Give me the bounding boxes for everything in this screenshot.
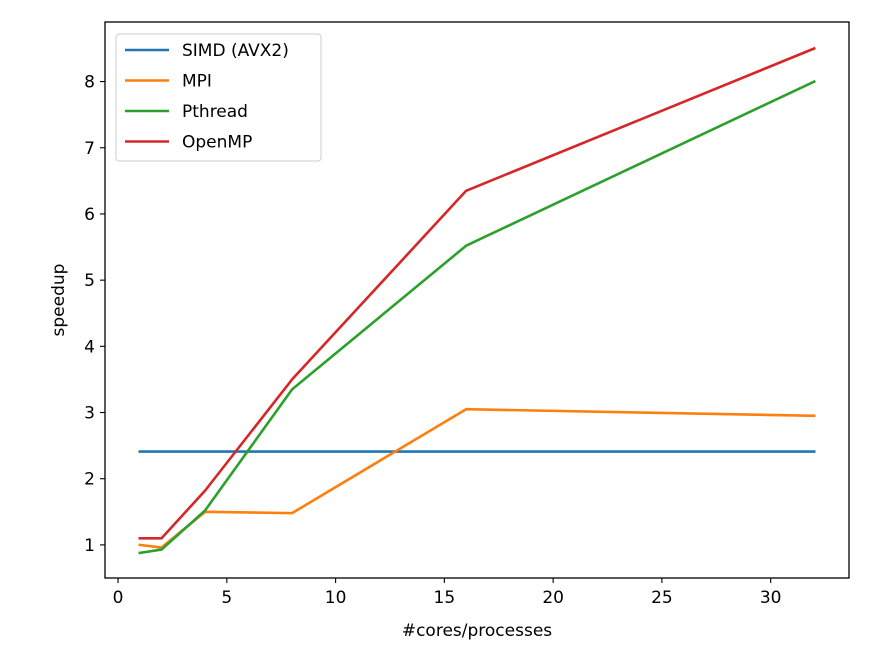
series-line-pthread xyxy=(138,79,816,555)
y-tick-label: 8 xyxy=(84,73,95,93)
legend-label-pthread: Pthread xyxy=(182,102,248,122)
y-tick-label: 7 xyxy=(84,139,95,159)
y-tick-label: 6 xyxy=(84,205,95,225)
legend-items: SIMD (AVX2) MPI Pthread OpenMP xyxy=(125,41,289,153)
x-tick-label: 25 xyxy=(651,588,673,608)
plot-area-frame xyxy=(104,21,850,579)
series-line-openmp xyxy=(138,46,816,540)
series-line-mpi xyxy=(138,407,816,549)
legend: SIMD (AVX2) MPI Pthread OpenMP xyxy=(115,33,322,162)
legend-label-mpi: MPI xyxy=(182,72,212,92)
x-axis-ticks: 0 5 10 15 20 25 30 xyxy=(113,578,782,608)
x-tick-label: 10 xyxy=(325,588,347,608)
x-tick-label: 5 xyxy=(221,588,232,608)
legend-label-simd-avx2: SIMD (AVX2) xyxy=(182,41,289,61)
x-tick-label: 15 xyxy=(434,588,456,608)
legend-label-openmp: OpenMP xyxy=(182,133,252,153)
x-axis-label: #cores/processes xyxy=(402,621,552,641)
x-tick-label: 30 xyxy=(760,588,782,608)
y-axis-ticks: 1 2 3 4 5 6 7 8 xyxy=(84,73,105,556)
y-axis-label: speedup xyxy=(49,264,69,337)
y-tick-label: 4 xyxy=(84,337,95,357)
y-tick-label: 2 xyxy=(84,470,95,490)
y-tick-label: 1 xyxy=(84,536,95,556)
y-tick-label: 5 xyxy=(84,271,95,291)
x-tick-label: 20 xyxy=(542,588,564,608)
y-tick-label: 3 xyxy=(84,404,95,424)
legend-box xyxy=(115,33,322,162)
x-tick-label: 0 xyxy=(113,588,124,608)
series-lines xyxy=(138,46,816,555)
